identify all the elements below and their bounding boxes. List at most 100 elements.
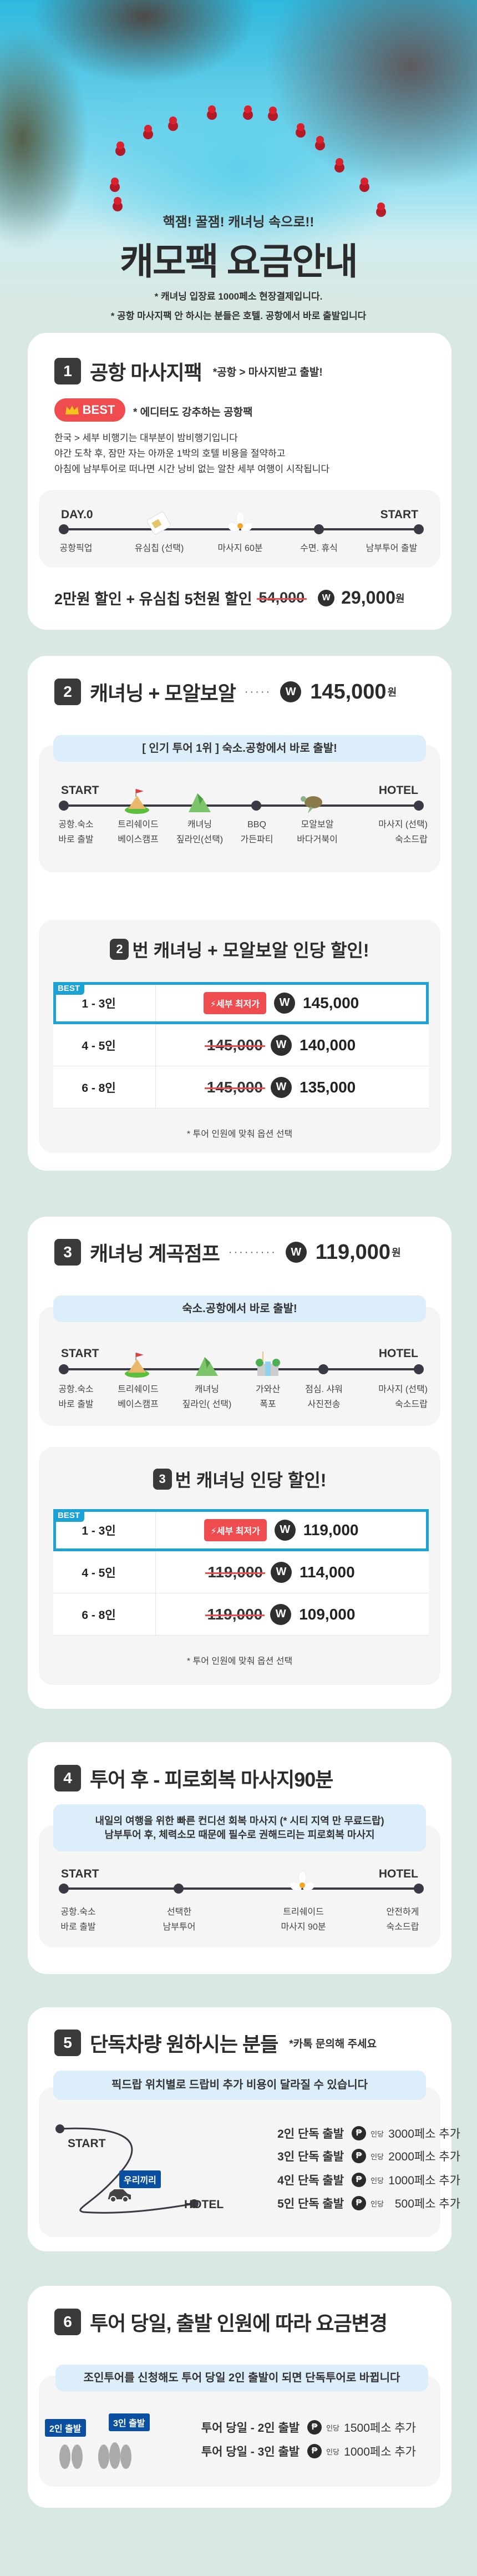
flower-icon [227,512,253,532]
price-change-box: 2인 출발 3인 출발 투어 당일 - 2인 출발 ₱ 인당 1500페소 추가 투어… [39,2376,440,2487]
timeline-step: 캐녀닝 짚라인( 선택) [182,1385,232,1410]
timeline-line [64,1368,419,1370]
people-count: 4 - 5인 [53,1551,156,1593]
timeline-step: 공항.숙소 바로 출발 [60,1907,96,1932]
section-number: 2 [110,939,129,960]
swimmer [111,178,119,185]
timeline-dot [59,801,69,811]
route-box: START HOTEL 우리끼리 2인 단독 출발 ₱ 인당 3000페소 추가 3인… [39,2087,460,2237]
best-tag: BEST [53,1509,85,1522]
info-banner: 픽드랍 위치별로 드랍비 추가 비용이 달라질 수 있습니다 [53,2071,426,2100]
banner-line: 내일의 여행을 위한 빠른 컨디션 회복 마사지 (* 시티 지역 만 무료드랍… [95,1815,384,1827]
timeline-step: 공항픽업 [59,544,93,553]
peso-icon: ₱ [352,2196,367,2210]
timeline-start-label: START [61,1347,99,1360]
info-banner: 내일의 여행을 위한 빠른 컨디션 회복 마사지 (* 시티 지역 만 무료드랍… [53,1804,426,1851]
section-title: 3 캐녀닝 계곡점프 ········· W 119,000 원 [54,1238,437,1267]
dot-leader: ····· [244,685,272,698]
swimmer [269,107,277,114]
timeline-step: 마사지 60분 [217,544,263,553]
dot-leader: ········· [228,1246,277,1258]
section-title-text: 단독차량 원하시는 분들 [90,2033,278,2056]
section-title-text: 투어 후 - 피로회복 마사지90분 [90,1768,333,1791]
table-row: 4 - 5인 119,000 W 114,000 [53,1551,429,1593]
swimmer [377,203,385,210]
speech-bubble: 3인 출발 [109,2413,150,2431]
timeline-dot [414,1364,424,1374]
mountain-icon [189,793,211,812]
discount-title: 번 캐녀닝 인당 할인! [175,1470,327,1490]
speech-bubble: 2인 출발 [45,2419,86,2437]
peso-icon: ₱ [307,2420,322,2435]
timeline-dot [251,801,261,811]
hero-banner: 핵잼! 꿀잼! 캐녀닝 속으로!! 캐모팩 요금안내 * 캐녀닝 입장료 100… [0,0,477,344]
surcharge-row: 투어 당일 - 2인 출발 ₱ 인당 1500페소 추가 [166,2419,416,2436]
info-banner: 조인투어를 신청해도 투어 당일 2인 출발이 되면 단독투어로 바뀝니다 [55,2365,428,2391]
original-price: 119,000 [205,1563,265,1581]
discount-box: 3 번 캐녀닝 인당 할인! BEST 1 - 3인 ⚡세부 최저가 W 119,0… [39,1447,440,1685]
section-canyoning-moalboal: 2 캐녀닝 + 모알보알 ····· W 145,000 원 START HOTE… [28,656,451,1171]
timeline-end-label: HOTEL [378,1347,418,1360]
table-row: 4 - 5인 145,000 W 140,000 [53,1024,429,1066]
timeline-start-label: START [61,1868,99,1880]
tent-icon [125,789,149,814]
timeline-step: 트리쉐이드 마사지 90분 [281,1907,326,1932]
people-icon [59,2442,131,2469]
flower-icon [290,1871,315,1891]
best-badge: BEST [54,398,125,422]
timeline-end-label: HOTEL [378,784,418,797]
swimmer [208,105,216,113]
timeline-step: 남부투어 출발 [366,544,418,553]
won-icon: W [271,1034,292,1056]
section-number: 3 [153,1469,172,1490]
timeline-step: 모알보알 바다거북이 [297,820,338,845]
swimmer [114,197,121,205]
timeline-step: 마사지 (선택) 숙소드랍 [378,1385,428,1410]
section-price: 145,000 [310,680,387,704]
people-count: 1 - 3인 [53,982,156,1024]
won-icon: W [271,1076,292,1098]
route-path [55,2124,199,2214]
section-private-vehicle: 5 단독차량 원하시는 분들 *카톡 문의해 주세요 START HOTEL 우… [28,2007,460,2251]
description: 한국 > 세부 비행기는 대부분이 밤비행기입니다 야간 도착 후, 잠만 자는… [54,431,329,477]
best-label: BEST [82,403,115,417]
car-icon [108,2189,131,2203]
section-number: 2 [54,679,81,705]
original-price: 54,000 [256,589,307,606]
surcharge-row: 2인 단독 출발 ₱ 인당 3000페소 추가 [222,2125,460,2142]
hero-fade [0,211,477,344]
peso-icon: ₱ [352,2126,367,2140]
swimmer [316,136,324,144]
price: 140,000 [300,1036,356,1054]
section-title-text: 캐녀닝 계곡점프 [90,1242,220,1265]
timeline-step: 안전하게 숙소드랍 [386,1907,419,1932]
sim-card-icon [147,512,171,535]
won-icon: W [318,589,335,606]
discount-heading: 3 번 캐녀닝 인당 할인! [39,1466,440,1492]
banner-line: 남부투어 후, 체력소모 때문에 필수로 권해드리는 피로회복 마사지 [104,1829,375,1840]
section-number: 4 [54,1765,81,1791]
description-line: 한국 > 세부 비행기는 대부분이 밤비행기입니다 [54,433,238,443]
timeline-step: BBQ 가든파티 [240,820,273,845]
waterfall-icon [256,1352,280,1376]
won-icon: W [280,681,302,702]
hero-subtitle: 핵잼! 꿀잼! 캐녀닝 속으로!! [163,215,314,230]
table-row: 6 - 8인 119,000 W 109,000 [53,1593,429,1636]
timeline-end-label: HOTEL [378,1868,418,1880]
section-subtitle: *공항 > 마사지받고 출발! [212,366,323,378]
section-subtitle: *카톡 문의해 주세요 [289,2038,377,2050]
price-unit: 원 [387,687,397,698]
swimmer [244,105,252,113]
timeline-step: 선택한 남부투어 [163,1907,196,1932]
timeline-dot [318,1364,328,1374]
info-banner: 숙소.공항에서 바로 출발! [53,1295,426,1322]
hero-note: * 캐녀닝 입장료 1000페소 현장결제입니다. [154,291,323,302]
price: 145,000 [303,994,359,1011]
surcharge-row: 5인 단독 출발 ₱ 인당 500페소 추가 [222,2195,460,2211]
section-title: 5 단독차량 원하시는 분들 *카톡 문의해 주세요 [54,2028,377,2057]
surcharge-row: 3인 단독 출발 ₱ 인당 2000페소 추가 [222,2148,460,2164]
section-number: 5 [54,2030,81,2056]
description-line: 야간 도착 후, 잠만 자는 아까운 1박의 호텔 비용을 절약하고 [54,448,286,459]
peso-icon: ₱ [352,2149,367,2163]
section-canyoning-jump: 3 캐녀닝 계곡점프 ········· W 119,000 원 START HO… [28,1217,451,1709]
